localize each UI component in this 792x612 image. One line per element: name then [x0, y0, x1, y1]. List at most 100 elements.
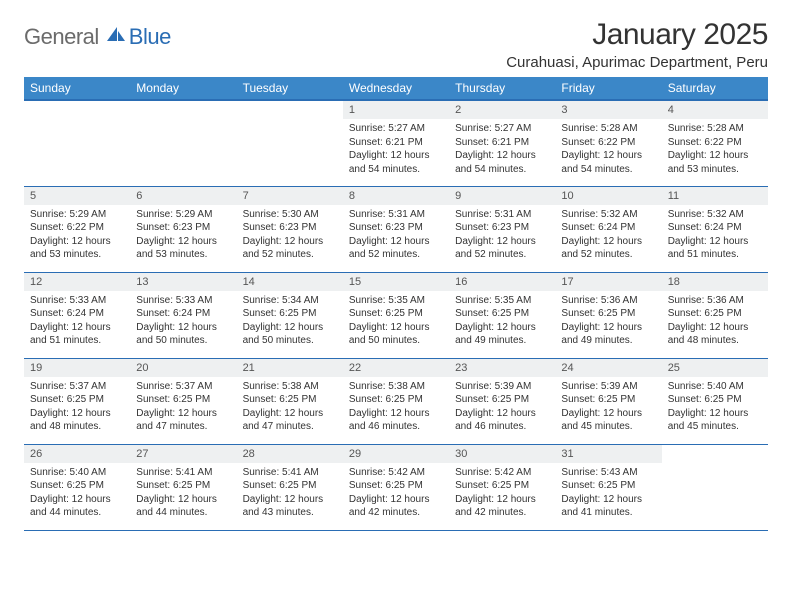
- sunset-line: Sunset: 6:24 PM: [668, 221, 762, 235]
- calendar-day-cell: 7Sunrise: 5:30 AMSunset: 6:23 PMDaylight…: [237, 186, 343, 272]
- sunrise-line: Sunrise: 5:32 AM: [668, 208, 762, 222]
- calendar-week-row: 5Sunrise: 5:29 AMSunset: 6:22 PMDaylight…: [24, 186, 768, 272]
- location: Curahuasi, Apurimac Department, Peru: [506, 54, 768, 71]
- calendar-day-cell: 16Sunrise: 5:35 AMSunset: 6:25 PMDayligh…: [449, 272, 555, 358]
- day-number: 7: [237, 187, 343, 205]
- day-number: 3: [555, 101, 661, 119]
- day-details: Sunrise: 5:37 AMSunset: 6:25 PMDaylight:…: [130, 377, 236, 438]
- sunrise-line: Sunrise: 5:39 AM: [455, 380, 549, 394]
- calendar-day-cell: 23Sunrise: 5:39 AMSunset: 6:25 PMDayligh…: [449, 358, 555, 444]
- calendar-day-cell: 31Sunrise: 5:43 AMSunset: 6:25 PMDayligh…: [555, 444, 661, 530]
- daylight-line: Daylight: 12 hours and 42 minutes.: [455, 493, 549, 520]
- day-number: 15: [343, 273, 449, 291]
- day-number: 6: [130, 187, 236, 205]
- sunset-line: Sunset: 6:22 PM: [668, 136, 762, 150]
- sunset-line: Sunset: 6:23 PM: [349, 221, 443, 235]
- sunrise-line: Sunrise: 5:42 AM: [455, 466, 549, 480]
- calendar-week-row: 19Sunrise: 5:37 AMSunset: 6:25 PMDayligh…: [24, 358, 768, 444]
- calendar-day-cell: 25Sunrise: 5:40 AMSunset: 6:25 PMDayligh…: [662, 358, 768, 444]
- day-details: Sunrise: 5:41 AMSunset: 6:25 PMDaylight:…: [130, 463, 236, 524]
- day-details: Sunrise: 5:27 AMSunset: 6:21 PMDaylight:…: [343, 119, 449, 180]
- day-details: Sunrise: 5:38 AMSunset: 6:25 PMDaylight:…: [237, 377, 343, 438]
- day-number: 28: [237, 445, 343, 463]
- sunrise-line: Sunrise: 5:29 AM: [30, 208, 124, 222]
- calendar-day-cell: 8Sunrise: 5:31 AMSunset: 6:23 PMDaylight…: [343, 186, 449, 272]
- sunset-line: Sunset: 6:23 PM: [455, 221, 549, 235]
- daylight-line: Daylight: 12 hours and 51 minutes.: [30, 321, 124, 348]
- daylight-line: Daylight: 12 hours and 50 minutes.: [243, 321, 337, 348]
- day-details: Sunrise: 5:37 AMSunset: 6:25 PMDaylight:…: [24, 377, 130, 438]
- calendar-day-cell: 14Sunrise: 5:34 AMSunset: 6:25 PMDayligh…: [237, 272, 343, 358]
- sunset-line: Sunset: 6:23 PM: [243, 221, 337, 235]
- sunrise-line: Sunrise: 5:35 AM: [455, 294, 549, 308]
- daylight-line: Daylight: 12 hours and 44 minutes.: [30, 493, 124, 520]
- calendar-week-row: 12Sunrise: 5:33 AMSunset: 6:24 PMDayligh…: [24, 272, 768, 358]
- sunrise-line: Sunrise: 5:36 AM: [561, 294, 655, 308]
- day-details: Sunrise: 5:38 AMSunset: 6:25 PMDaylight:…: [343, 377, 449, 438]
- brand-text-general: General: [24, 24, 99, 50]
- day-number: 20: [130, 359, 236, 377]
- day-details: Sunrise: 5:41 AMSunset: 6:25 PMDaylight:…: [237, 463, 343, 524]
- daylight-line: Daylight: 12 hours and 53 minutes.: [136, 235, 230, 262]
- day-number: 8: [343, 187, 449, 205]
- day-number: 4: [662, 101, 768, 119]
- sunrise-line: Sunrise: 5:27 AM: [455, 122, 549, 136]
- day-details: Sunrise: 5:32 AMSunset: 6:24 PMDaylight:…: [662, 205, 768, 266]
- daylight-line: Daylight: 12 hours and 49 minutes.: [455, 321, 549, 348]
- daylight-line: Daylight: 12 hours and 52 minutes.: [349, 235, 443, 262]
- daylight-line: Daylight: 12 hours and 50 minutes.: [136, 321, 230, 348]
- weekday-header: Friday: [555, 77, 661, 100]
- sunset-line: Sunset: 6:25 PM: [243, 479, 337, 493]
- calendar-day-cell: 15Sunrise: 5:35 AMSunset: 6:25 PMDayligh…: [343, 272, 449, 358]
- month-title: January 2025: [506, 18, 768, 52]
- sunrise-line: Sunrise: 5:31 AM: [455, 208, 549, 222]
- day-number: 31: [555, 445, 661, 463]
- daylight-line: Daylight: 12 hours and 47 minutes.: [243, 407, 337, 434]
- sunrise-line: Sunrise: 5:28 AM: [668, 122, 762, 136]
- daylight-line: Daylight: 12 hours and 47 minutes.: [136, 407, 230, 434]
- calendar-day-cell: ..: [237, 100, 343, 186]
- day-details: Sunrise: 5:29 AMSunset: 6:23 PMDaylight:…: [130, 205, 236, 266]
- sunset-line: Sunset: 6:22 PM: [561, 136, 655, 150]
- sunrise-line: Sunrise: 5:36 AM: [668, 294, 762, 308]
- day-number: 30: [449, 445, 555, 463]
- sunset-line: Sunset: 6:25 PM: [668, 307, 762, 321]
- sunrise-line: Sunrise: 5:40 AM: [30, 466, 124, 480]
- calendar-week-row: 26Sunrise: 5:40 AMSunset: 6:25 PMDayligh…: [24, 444, 768, 530]
- sunset-line: Sunset: 6:25 PM: [349, 393, 443, 407]
- day-number: 26: [24, 445, 130, 463]
- sunset-line: Sunset: 6:24 PM: [30, 307, 124, 321]
- day-details: Sunrise: 5:28 AMSunset: 6:22 PMDaylight:…: [555, 119, 661, 180]
- sunrise-line: Sunrise: 5:38 AM: [349, 380, 443, 394]
- day-details: Sunrise: 5:35 AMSunset: 6:25 PMDaylight:…: [449, 291, 555, 352]
- day-details: Sunrise: 5:42 AMSunset: 6:25 PMDaylight:…: [343, 463, 449, 524]
- weekday-header: Tuesday: [237, 77, 343, 100]
- calendar-day-cell: 24Sunrise: 5:39 AMSunset: 6:25 PMDayligh…: [555, 358, 661, 444]
- calendar-day-cell: 18Sunrise: 5:36 AMSunset: 6:25 PMDayligh…: [662, 272, 768, 358]
- daylight-line: Daylight: 12 hours and 45 minutes.: [561, 407, 655, 434]
- day-details: Sunrise: 5:33 AMSunset: 6:24 PMDaylight:…: [130, 291, 236, 352]
- day-number: 19: [24, 359, 130, 377]
- day-details: Sunrise: 5:36 AMSunset: 6:25 PMDaylight:…: [555, 291, 661, 352]
- day-details: Sunrise: 5:40 AMSunset: 6:25 PMDaylight:…: [24, 463, 130, 524]
- day-details: Sunrise: 5:40 AMSunset: 6:25 PMDaylight:…: [662, 377, 768, 438]
- day-number: 10: [555, 187, 661, 205]
- sunset-line: Sunset: 6:25 PM: [455, 307, 549, 321]
- day-details: Sunrise: 5:31 AMSunset: 6:23 PMDaylight:…: [343, 205, 449, 266]
- sunrise-line: Sunrise: 5:28 AM: [561, 122, 655, 136]
- sunrise-line: Sunrise: 5:33 AM: [136, 294, 230, 308]
- sunset-line: Sunset: 6:25 PM: [455, 393, 549, 407]
- day-number: 11: [662, 187, 768, 205]
- sunrise-line: Sunrise: 5:31 AM: [349, 208, 443, 222]
- calendar-day-cell: 26Sunrise: 5:40 AMSunset: 6:25 PMDayligh…: [24, 444, 130, 530]
- calendar-day-cell: 22Sunrise: 5:38 AMSunset: 6:25 PMDayligh…: [343, 358, 449, 444]
- day-number: 9: [449, 187, 555, 205]
- day-number: 16: [449, 273, 555, 291]
- day-details: Sunrise: 5:29 AMSunset: 6:22 PMDaylight:…: [24, 205, 130, 266]
- calendar-table: Sunday Monday Tuesday Wednesday Thursday…: [24, 77, 768, 531]
- day-number: 2: [449, 101, 555, 119]
- calendar-day-cell: 30Sunrise: 5:42 AMSunset: 6:25 PMDayligh…: [449, 444, 555, 530]
- day-details: Sunrise: 5:34 AMSunset: 6:25 PMDaylight:…: [237, 291, 343, 352]
- sunrise-line: Sunrise: 5:39 AM: [561, 380, 655, 394]
- day-number: 27: [130, 445, 236, 463]
